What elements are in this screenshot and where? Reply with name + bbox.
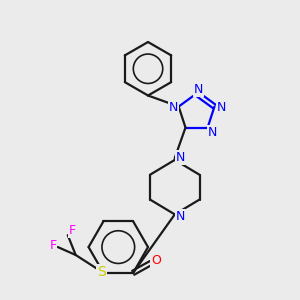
Text: N: N [208,126,217,139]
Text: F: F [49,238,56,252]
Text: N: N [217,101,226,114]
Text: S: S [97,265,106,279]
Text: N: N [176,210,185,223]
Text: N: N [176,152,185,164]
Text: N: N [169,101,178,114]
Text: F: F [69,224,76,237]
Text: N: N [194,83,203,96]
Text: O: O [151,254,161,267]
